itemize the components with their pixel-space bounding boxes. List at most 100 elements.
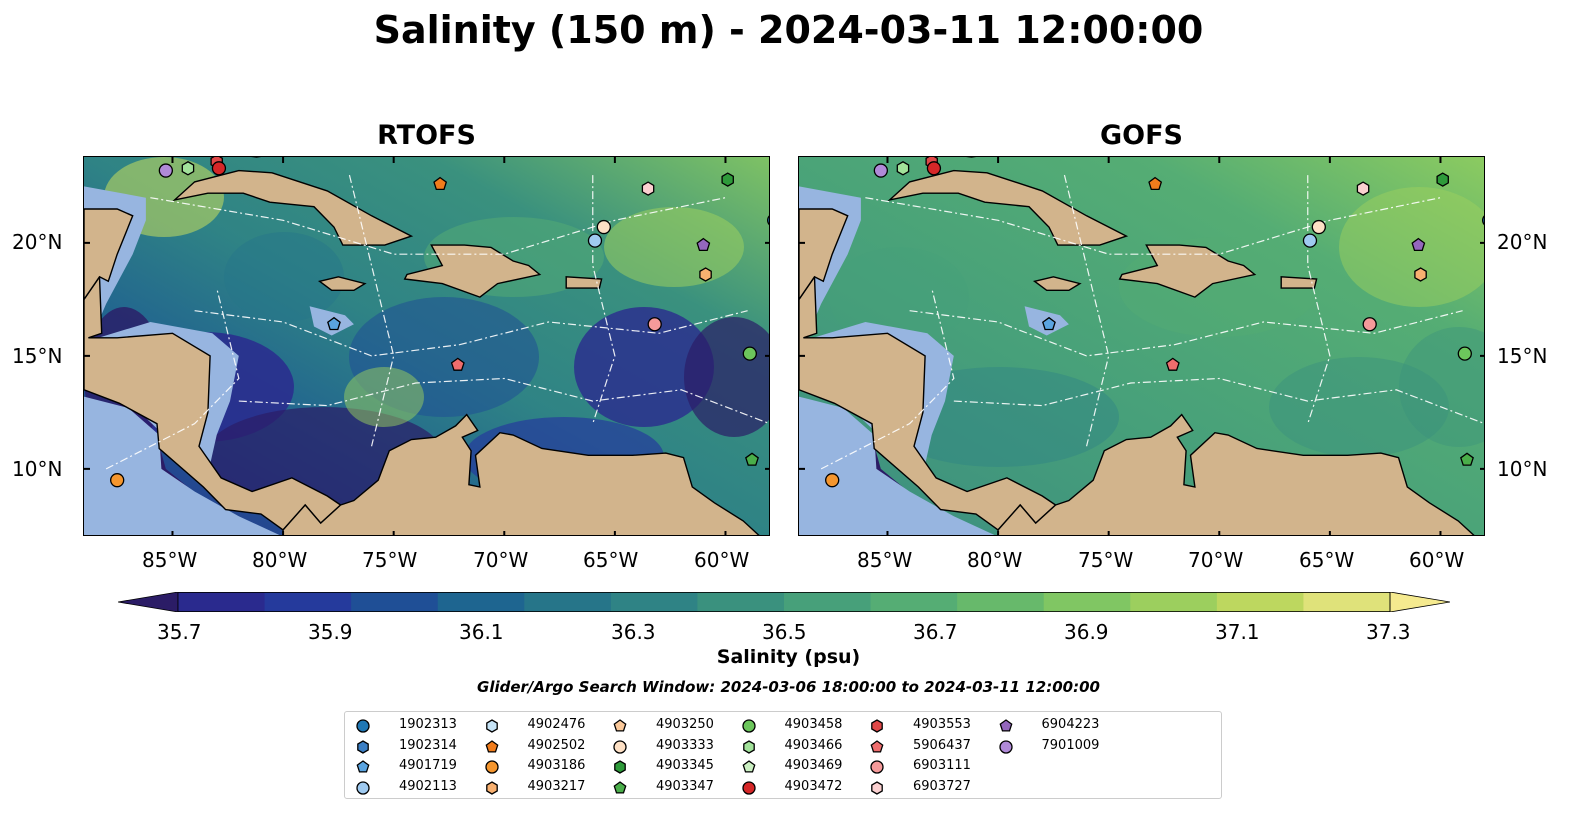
pentagon-marker-icon	[742, 760, 755, 773]
lon-label-65w: 65°W	[583, 548, 639, 572]
float-marker-4903217[interactable]	[1414, 267, 1427, 282]
float-legend: 1902313 1902314 4901719 4902113 4902476 49025…	[344, 711, 1222, 799]
hexagon-marker-icon	[871, 719, 883, 733]
lat-label-15n: 15°N	[1497, 344, 1548, 368]
hexagon-marker-icon	[357, 739, 369, 754]
circle-marker-icon	[356, 719, 370, 733]
float-marker-4903472[interactable]	[926, 161, 942, 176]
float-marker-6903727[interactable]	[641, 181, 655, 196]
lon-label-85w: 85°W	[142, 548, 198, 572]
panel-title-gofs: GOFS	[1099, 120, 1183, 151]
float-marker-4903458[interactable]	[1457, 346, 1472, 361]
legend-label: 4902502	[527, 737, 586, 753]
lon-label-75w: 75°W	[1078, 548, 1134, 572]
float-marker-4903345[interactable]	[1436, 172, 1449, 187]
float-marker-4903347[interactable]	[745, 452, 759, 466]
float-marker-4903466[interactable]	[896, 161, 910, 176]
colorbar-arrow-max	[1389, 592, 1450, 612]
colorbar-tick-label: 36.7	[913, 620, 958, 644]
float-marker-6904223[interactable]	[696, 237, 711, 252]
legend-label: 4903472	[784, 778, 843, 794]
colorbar-title: Salinity (psu)	[716, 646, 861, 668]
figure-title: Salinity (150 m) - 2024-03-11 12:00:00	[373, 8, 1204, 52]
circle-marker-icon	[741, 780, 756, 795]
float-marker-5906437[interactable]	[1165, 357, 1180, 371]
float-marker-4903186[interactable]	[825, 473, 840, 488]
pentagon-marker-icon	[485, 739, 498, 753]
lon-label-70w: 70°W	[473, 548, 529, 572]
legend-label: 6904223	[1041, 717, 1100, 732]
float-marker-4902502[interactable]	[1148, 176, 1163, 191]
float-marker-6904223[interactable]	[1411, 237, 1426, 252]
pentagon-marker-icon	[870, 739, 884, 753]
float-marker-6903111[interactable]	[1362, 317, 1377, 332]
colorbar-tick-label: 37.1	[1215, 620, 1260, 644]
float-marker-7901009[interactable]	[873, 163, 888, 178]
float-marker-6903111[interactable]	[647, 317, 662, 332]
float-marker-4901719[interactable]	[1042, 316, 1056, 331]
colorbar-segment	[1216, 592, 1304, 612]
circle-marker-icon	[741, 719, 756, 733]
hexagon-marker-icon	[614, 760, 626, 774]
salinity-map-svg	[799, 157, 1485, 535]
legend-label: 4901719	[399, 758, 457, 773]
legend-label: 4903469	[784, 758, 843, 773]
panel-title-rtofs: RTOFS	[377, 120, 476, 151]
colorbar-segment	[784, 592, 872, 612]
lon-label-60w: 60°W	[1409, 548, 1465, 572]
colorbar-segment	[957, 592, 1045, 612]
lat-label-15n: 15°N	[12, 344, 63, 368]
lat-label-10n: 10°N	[1497, 457, 1548, 481]
legend-label: 7901009	[1041, 737, 1100, 753]
legend-label: 4903458	[784, 717, 843, 732]
lat-label-20n: 20°N	[1497, 230, 1548, 254]
legend-label: 4903553	[913, 717, 971, 732]
float-marker-4903458[interactable]	[742, 346, 757, 361]
legend-label: 5906437	[913, 737, 971, 753]
float-marker-7901009[interactable]	[158, 163, 173, 178]
colorbar	[118, 592, 1450, 612]
pentagon-marker-icon	[613, 719, 627, 732]
float-marker-4902113[interactable]	[1302, 233, 1318, 248]
float-marker-4903333[interactable]	[596, 219, 611, 235]
circle-marker-icon	[870, 760, 884, 774]
colorbar-segment	[524, 592, 612, 612]
colorbar-segment	[437, 592, 525, 612]
float-marker-1902313[interactable]	[1481, 214, 1485, 227]
colorbar-tick-label: 36.3	[611, 620, 656, 644]
colorbar-segment	[351, 592, 439, 612]
float-marker-4903217[interactable]	[699, 267, 712, 282]
lon-label-70w: 70°W	[1188, 548, 1244, 572]
colorbar-segment	[178, 592, 266, 612]
hexagon-marker-icon	[742, 739, 755, 754]
colorbar-segment	[1043, 592, 1131, 612]
float-marker-6903727[interactable]	[1356, 181, 1370, 196]
search-window-caption: Glider/Argo Search Window: 2024-03-06 18…	[477, 678, 1100, 696]
colorbar-tick-label: 35.7	[157, 620, 202, 644]
pentagon-marker-icon	[999, 719, 1012, 732]
circle-marker-icon	[484, 760, 499, 774]
map-panel-gofs[interactable]	[798, 156, 1485, 536]
legend-label: 1902313	[399, 717, 457, 732]
lon-label-65w: 65°W	[1299, 548, 1355, 572]
legend-label: 6903111	[913, 758, 971, 773]
float-marker-4903347[interactable]	[1460, 452, 1474, 466]
float-marker-4902502[interactable]	[433, 176, 448, 191]
float-marker-4903472[interactable]	[211, 161, 227, 176]
legend-label: 1902314	[399, 737, 457, 753]
legend-label: 6903727	[913, 778, 971, 794]
float-marker-4902113[interactable]	[587, 233, 603, 248]
legend-label: 4903333	[656, 737, 714, 753]
colorbar-segment	[870, 592, 958, 612]
float-marker-4901719[interactable]	[327, 316, 341, 331]
hexagon-marker-icon	[485, 780, 498, 795]
float-marker-4903186[interactable]	[110, 473, 125, 488]
float-marker-4903345[interactable]	[721, 172, 734, 187]
float-marker-1902313[interactable]	[766, 214, 770, 227]
float-marker-5906437[interactable]	[450, 357, 465, 371]
colorbar-tick-label: 36.9	[1064, 620, 1109, 644]
map-panel-rtofs[interactable]	[83, 156, 770, 536]
lon-label-80w: 80°W	[967, 548, 1023, 572]
float-marker-4903333[interactable]	[1311, 219, 1326, 235]
float-marker-4903466[interactable]	[181, 161, 195, 176]
